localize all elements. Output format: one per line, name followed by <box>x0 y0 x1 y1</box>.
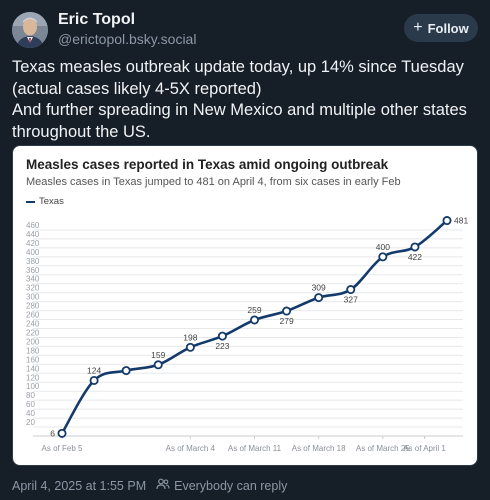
data-label: 259 <box>247 305 261 315</box>
data-point <box>410 242 420 252</box>
x-tick-label: As of April 1 <box>403 444 446 453</box>
y-tick-label: 60 <box>26 400 35 409</box>
y-tick-label: 140 <box>26 364 40 373</box>
follow-button[interactable]: + Follow <box>404 14 478 42</box>
x-tick-label: As of Feb 5 <box>42 444 83 453</box>
y-tick-label: 100 <box>26 382 40 391</box>
data-point <box>185 342 195 352</box>
legend-swatch <box>26 200 35 203</box>
y-tick-label: 120 <box>26 373 40 382</box>
data-point <box>378 252 388 262</box>
chart-subtitle: Measles cases in Texas jumped to 481 on … <box>26 176 401 188</box>
y-tick-label: 40 <box>26 409 35 418</box>
data-label: 159 <box>151 350 165 360</box>
y-tick-label: 460 <box>26 221 40 230</box>
data-label: 124 <box>87 365 101 375</box>
y-tick-label: 280 <box>26 302 40 311</box>
y-tick-label: 80 <box>26 391 35 400</box>
data-label: 400 <box>376 242 390 252</box>
embedded-chart-image[interactable]: 20 40 60 80 100 120 140 160 180 200 220 240 260 280 30… <box>12 145 478 466</box>
y-tick-label: 180 <box>26 346 40 355</box>
y-tick-label: 260 <box>26 311 40 320</box>
y-tick-label: 380 <box>26 257 40 266</box>
data-label: 309 <box>312 283 326 293</box>
data-point <box>153 360 163 370</box>
y-tick-label: 440 <box>26 230 40 239</box>
chart-title: Measles cases reported in Texas amid ong… <box>26 157 389 172</box>
chart-legend: Texas <box>26 196 64 207</box>
legend-label: Texas <box>39 196 64 207</box>
data-point <box>249 315 259 325</box>
data-label: 481 <box>454 216 468 226</box>
data-point <box>121 366 131 376</box>
reply-setting-label: Everybody can reply <box>174 478 288 493</box>
line-chart: 2040608010012014016018020022024026028030… <box>26 216 468 453</box>
data-label: 279 <box>279 316 293 326</box>
data-label: 327 <box>344 295 358 305</box>
data-point <box>89 375 99 385</box>
post-timestamp[interactable]: April 4, 2025 at 1:55 PM <box>12 478 147 493</box>
people-icon <box>156 478 170 493</box>
data-point <box>442 216 452 226</box>
y-tick-label: 400 <box>26 248 40 257</box>
author-handle[interactable]: @erictopol.bsky.social <box>58 31 197 47</box>
reply-setting[interactable]: Everybody can reply <box>156 478 287 493</box>
post-text-line: And further spreading in New Mexico and … <box>12 101 467 141</box>
data-label: 422 <box>408 252 422 262</box>
x-tick-label: As of March 25 <box>356 444 410 453</box>
data-label: 6 <box>50 428 55 438</box>
y-tick-label: 220 <box>26 328 40 337</box>
follow-label: Follow <box>427 20 469 36</box>
x-tick-label: As of March 11 <box>228 444 282 453</box>
post-text-line: Texas measles outbreak update today, up … <box>12 58 464 98</box>
avatar[interactable] <box>12 12 48 48</box>
data-point <box>57 428 67 438</box>
y-tick-label: 340 <box>26 275 40 284</box>
post-text: Texas measles outbreak update today, up … <box>12 57 478 143</box>
post-footer: April 4, 2025 at 1:55 PM Everybody can r… <box>12 478 287 493</box>
y-tick-label: 200 <box>26 337 40 346</box>
y-tick-label: 160 <box>26 355 40 364</box>
y-tick-label: 320 <box>26 284 40 293</box>
y-tick-label: 240 <box>26 320 40 329</box>
y-tick-label: 20 <box>26 418 35 427</box>
author-name[interactable]: Eric Topol <box>58 11 136 28</box>
data-label: 223 <box>215 341 229 351</box>
data-point <box>346 285 356 295</box>
series-line-texas <box>60 219 448 434</box>
y-tick-label: 300 <box>26 293 40 302</box>
data-point <box>282 306 292 316</box>
data-point <box>314 293 324 303</box>
x-tick-label: As of March 18 <box>292 444 346 453</box>
y-tick-label: 420 <box>26 239 40 248</box>
plus-icon: + <box>413 19 423 36</box>
data-point <box>217 331 227 341</box>
y-tick-label: 360 <box>26 266 40 275</box>
x-tick-label: As of March 4 <box>166 444 216 453</box>
data-label: 198 <box>183 332 197 342</box>
